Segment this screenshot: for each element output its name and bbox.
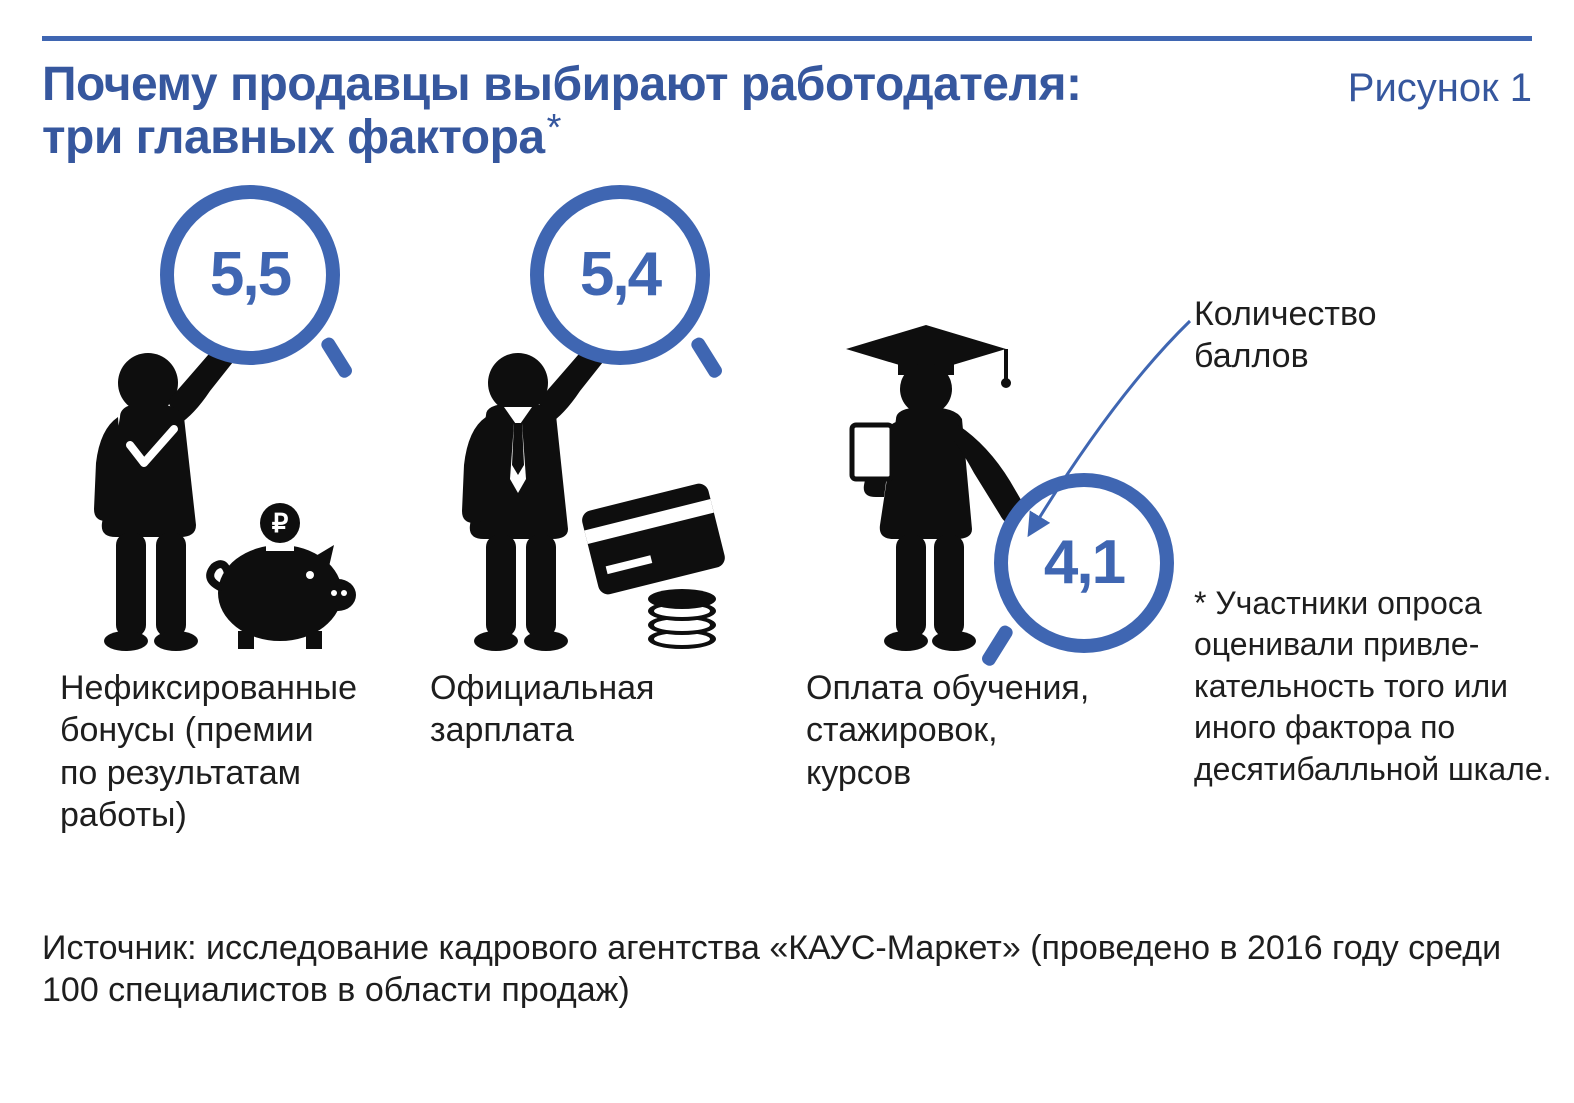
factor-bonuses: 5,5 [60, 193, 360, 837]
header: Почему продавцы выбирают работодателя: т… [42, 59, 1532, 165]
footnote-text: * Участники опроса оценивали привле­кате… [1194, 583, 1574, 791]
title-asterisk: * [547, 107, 561, 149]
title-line-1: Почему продавцы выбирают работодателя: [42, 58, 1081, 111]
title-line-2: три главных фактора [42, 111, 545, 164]
factor-label: Официальная зарплата [430, 667, 730, 752]
score-circle: 5,4 [530, 185, 710, 365]
infographic-stage: 5,5 [42, 193, 1532, 913]
top-rule [42, 36, 1532, 41]
factor-label: Нефиксирован­ные бонусы (пре­мии по резу… [60, 667, 360, 837]
score-circle: 5,5 [160, 185, 340, 365]
legend-label: Количество баллов [1194, 293, 1454, 378]
score-value: 5,5 [210, 236, 290, 314]
legend-arrow-icon [994, 305, 1204, 565]
figure-label: Рисунок 1 [1348, 63, 1532, 113]
factor-salary: 5,4 [430, 193, 730, 752]
score-value: 5,4 [580, 236, 660, 314]
svg-text:₽: ₽ [272, 508, 289, 538]
factor-label: Оплата обучения, стажировок, курсов [806, 667, 1106, 795]
source-text: Источник: исследование кадрового агентст… [42, 927, 1532, 1012]
page-title: Почему продавцы выбирают работодателя: т… [42, 59, 1081, 165]
